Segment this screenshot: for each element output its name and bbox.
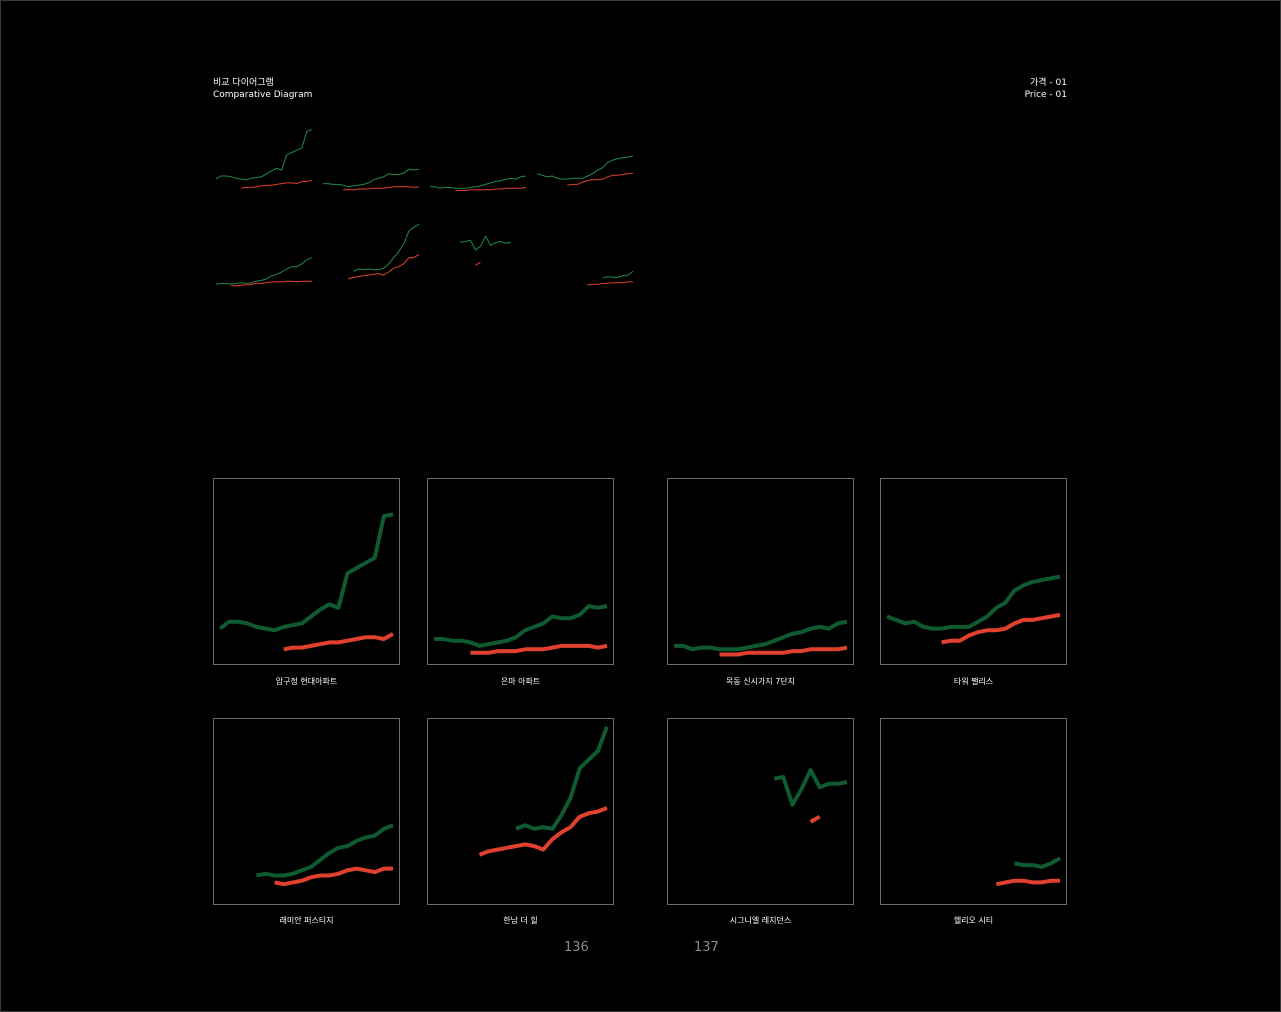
chart-label-6: 한남 더 힐 <box>503 916 538 925</box>
red-series-line <box>274 866 393 887</box>
chart-panel-8 <box>880 718 1067 905</box>
chart-panel-2 <box>427 478 614 665</box>
red-series-line <box>567 172 634 186</box>
green-series-line <box>1014 856 1061 869</box>
green-series-line <box>674 619 848 652</box>
green-series-line <box>434 604 608 648</box>
chart-panel-7 <box>667 718 854 905</box>
page-number-left: 136 <box>564 940 589 955</box>
red-series-line <box>941 612 1061 645</box>
red-series-line <box>809 814 821 824</box>
chart-panel-3 <box>667 478 854 665</box>
thumbnail-chart-5 <box>215 257 313 287</box>
chart-plot-1 <box>218 512 394 652</box>
red-series-line <box>995 878 1060 887</box>
green-series-line <box>602 270 634 279</box>
chart-panel-5 <box>213 718 400 905</box>
green-series-line <box>218 512 394 633</box>
chart-label-4: 타워 팰리스 <box>953 677 994 686</box>
green-series-line <box>256 823 394 878</box>
chart-label-5: 래미안 퍼스티지 <box>279 916 334 925</box>
green-series-line <box>460 235 511 251</box>
red-series-line <box>231 280 312 287</box>
green-series-line <box>215 257 313 285</box>
thumbnail-chart-3 <box>430 175 527 191</box>
thumbnail-chart-6 <box>348 223 420 280</box>
chart-panel-6 <box>427 718 614 905</box>
red-series-line <box>475 261 481 266</box>
section-english: Price - 01 <box>1024 90 1067 100</box>
chart-plot-7 <box>773 768 848 824</box>
chart-plot-6 <box>478 725 609 857</box>
red-series-line <box>455 186 527 191</box>
green-series-line <box>515 725 609 831</box>
red-series-line <box>587 281 633 286</box>
green-series-line <box>773 768 848 807</box>
thumbnail-chart-4 <box>536 155 634 186</box>
red-series-line <box>283 632 394 652</box>
title-korean: 비교 다이어그램 <box>213 78 274 88</box>
green-series-line <box>323 168 420 188</box>
red-series-line <box>478 806 608 857</box>
chart-plot-5 <box>256 823 394 887</box>
page-number-right: 137 <box>694 940 719 955</box>
green-series-line <box>536 155 634 180</box>
chart-plot-8 <box>995 856 1061 887</box>
header-right: 가격 - 01 Price - 01 <box>900 77 1067 101</box>
thumbnail-chart-2 <box>323 168 420 191</box>
header-left: 비교 다이어그램 Comparative Diagram <box>213 77 312 101</box>
chart-plot-4 <box>886 574 1061 645</box>
chart-panel-4 <box>880 478 1067 665</box>
red-series-line <box>470 643 608 655</box>
green-series-line <box>430 175 527 189</box>
chart-plot-3 <box>674 619 848 657</box>
chart-panel-1 <box>213 478 400 665</box>
chart-plot-2 <box>434 604 608 655</box>
green-series-line <box>215 129 313 181</box>
thumbnail-chart-8 <box>587 270 634 286</box>
chart-label-7: 시그니엘 레지던스 <box>729 916 792 925</box>
green-series-line <box>353 223 420 272</box>
chart-label-3: 목동 신시가지 7단지 <box>725 677 796 686</box>
red-series-line <box>343 186 420 191</box>
section-korean: 가격 - 01 <box>1030 78 1067 88</box>
chart-label-2: 은마 아파트 <box>500 677 541 686</box>
chart-label-8: 헬리오 시티 <box>953 916 994 925</box>
thumbnail-chart-1 <box>215 129 313 189</box>
red-series-line <box>348 254 420 280</box>
green-series-line <box>886 574 1061 631</box>
chart-label-1: 압구정 현대아파트 <box>275 677 338 686</box>
thumbnail-chart-7 <box>460 235 511 266</box>
title-english: Comparative Diagram <box>213 90 313 100</box>
red-series-line <box>719 645 848 657</box>
red-series-line <box>241 180 313 189</box>
